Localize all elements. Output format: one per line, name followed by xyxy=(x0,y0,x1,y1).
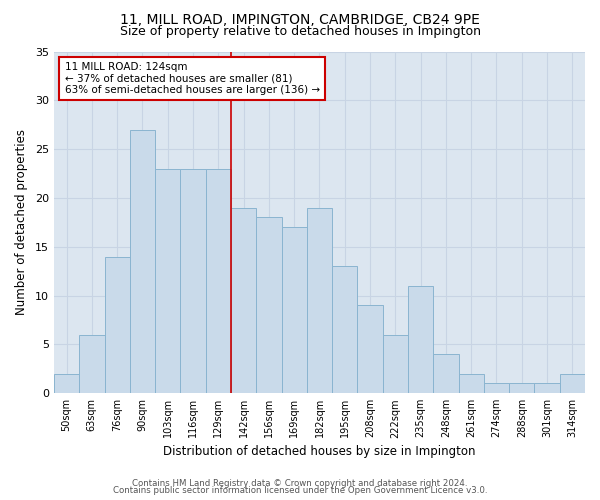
Bar xyxy=(332,266,358,393)
Bar xyxy=(560,374,585,393)
Bar xyxy=(509,384,535,393)
Bar xyxy=(256,218,281,393)
Bar xyxy=(130,130,155,393)
X-axis label: Distribution of detached houses by size in Impington: Distribution of detached houses by size … xyxy=(163,444,476,458)
Y-axis label: Number of detached properties: Number of detached properties xyxy=(15,130,28,316)
Bar xyxy=(484,384,509,393)
Bar xyxy=(104,256,130,393)
Bar xyxy=(433,354,458,393)
Text: 11, MILL ROAD, IMPINGTON, CAMBRIDGE, CB24 9PE: 11, MILL ROAD, IMPINGTON, CAMBRIDGE, CB2… xyxy=(120,12,480,26)
Bar xyxy=(307,208,332,393)
Text: Contains HM Land Registry data © Crown copyright and database right 2024.: Contains HM Land Registry data © Crown c… xyxy=(132,478,468,488)
Text: Contains public sector information licensed under the Open Government Licence v3: Contains public sector information licen… xyxy=(113,486,487,495)
Bar xyxy=(358,306,383,393)
Bar xyxy=(181,168,206,393)
Bar xyxy=(54,374,79,393)
Bar xyxy=(155,168,181,393)
Bar xyxy=(281,227,307,393)
Bar xyxy=(408,286,433,393)
Bar xyxy=(383,334,408,393)
Bar xyxy=(535,384,560,393)
Bar xyxy=(231,208,256,393)
Text: Size of property relative to detached houses in Impington: Size of property relative to detached ho… xyxy=(119,25,481,38)
Bar xyxy=(458,374,484,393)
Text: 11 MILL ROAD: 124sqm
← 37% of detached houses are smaller (81)
63% of semi-detac: 11 MILL ROAD: 124sqm ← 37% of detached h… xyxy=(65,62,320,95)
Bar xyxy=(206,168,231,393)
Bar xyxy=(79,334,104,393)
